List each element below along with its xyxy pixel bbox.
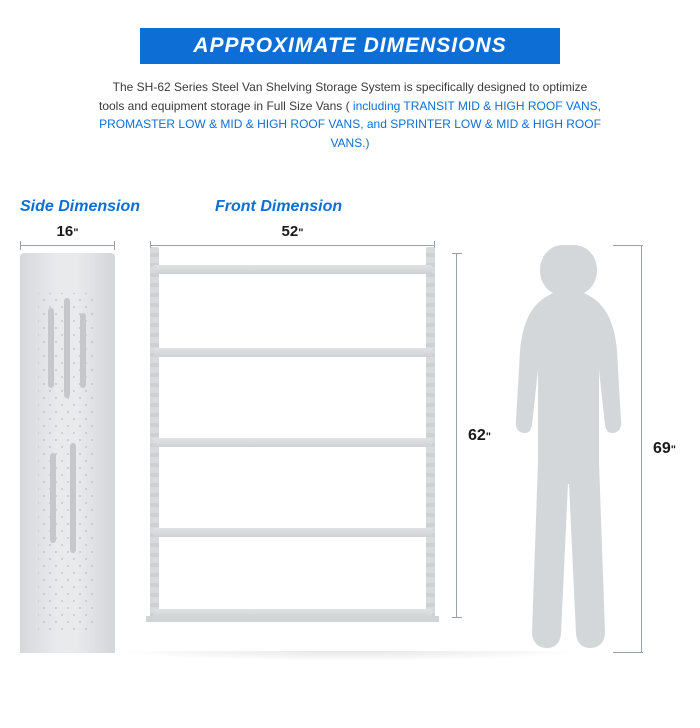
description: The SH-62 Series Steel Van Shelving Stor… <box>95 78 605 152</box>
desc-line2b: including TRANSIT MID & HIGH ROOF VANS, <box>353 99 601 113</box>
shelf-height-value: 62 <box>468 427 486 444</box>
person-height-unit: " <box>671 444 676 456</box>
front-width-dimension: 52" <box>150 227 435 249</box>
diagram-area: 16" 52" 62" 69" <box>0 223 700 703</box>
shelf <box>153 265 432 274</box>
side-width-value: 16 <box>57 223 74 240</box>
title-text: APPROXIMATE DIMENSIONS <box>193 34 506 58</box>
shelving-front-illustration <box>150 253 435 618</box>
person-height-dimension: 69" <box>635 245 683 653</box>
base-plate <box>146 616 439 622</box>
side-panel-illustration <box>20 253 115 653</box>
shelf-height-unit: " <box>486 431 491 443</box>
shelf <box>153 348 432 357</box>
ground-shadow <box>15 651 685 665</box>
title-bar: APPROXIMATE DIMENSIONS <box>140 28 560 64</box>
person-silhouette <box>498 245 628 653</box>
desc-line3: PROMASTER LOW & MID & HIGH ROOF VANS, an… <box>99 117 601 150</box>
shelf <box>153 438 432 447</box>
shelf <box>153 528 432 537</box>
front-dimension-label: Front Dimension <box>215 198 342 216</box>
person-height-value: 69 <box>653 440 671 457</box>
front-width-value: 52 <box>282 223 299 240</box>
front-width-unit: " <box>298 227 303 239</box>
side-width-dimension: 16" <box>20 227 115 249</box>
desc-line1: The SH-62 Series Steel Van Shelving Stor… <box>113 80 588 94</box>
upright-right <box>426 247 435 618</box>
side-dimension-label: Side Dimension <box>20 198 140 216</box>
desc-line2a: tools and equipment storage in Full Size… <box>99 99 353 113</box>
upright-left <box>150 247 159 618</box>
shelf-height-dimension: 62" <box>450 253 490 618</box>
side-width-unit: " <box>73 227 78 239</box>
